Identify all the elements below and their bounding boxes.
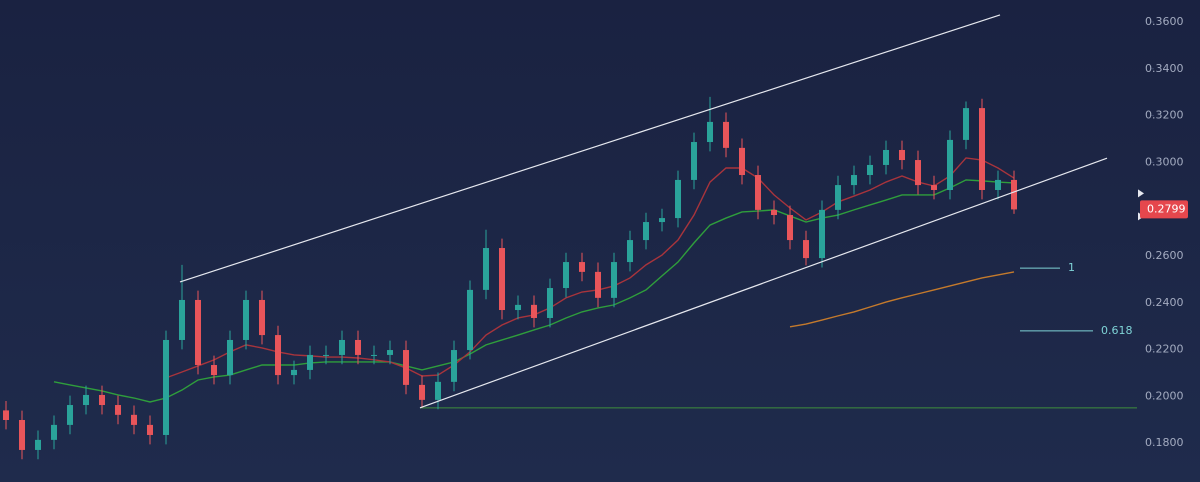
- candle-body: [915, 160, 921, 186]
- candle-body: [515, 304, 521, 311]
- candle-body: [883, 149, 889, 165]
- candle-body: [931, 185, 937, 190]
- fib-label: 1: [1068, 261, 1075, 274]
- trendline: [179, 14, 1001, 283]
- candle-body: [851, 175, 857, 186]
- candle-body: [755, 175, 761, 210]
- candle-body: [51, 424, 57, 440]
- y-tick-label: 0.2600: [1145, 249, 1184, 262]
- candle-body: [227, 339, 233, 376]
- candle-body: [531, 304, 537, 318]
- candle-body: [179, 299, 185, 340]
- candle-body: [275, 335, 281, 376]
- candle-body: [3, 410, 9, 420]
- candle-body: [547, 288, 553, 318]
- candle-body: [467, 289, 473, 351]
- candle-body: [323, 354, 329, 356]
- candle-body: [675, 179, 681, 219]
- candle-body: [835, 185, 841, 210]
- candle-body: [355, 339, 361, 355]
- candle-body: [19, 419, 25, 450]
- y-tick-label: 0.1800: [1145, 436, 1184, 449]
- candle-body: [131, 414, 137, 425]
- candle-body: [435, 381, 441, 400]
- y-tick-label: 0.3200: [1145, 109, 1184, 122]
- candle-body: [595, 271, 601, 298]
- y-tick-label: 0.3600: [1145, 15, 1184, 28]
- candle-body: [67, 405, 73, 425]
- candle-body: [979, 108, 985, 190]
- candle-body: [803, 240, 809, 259]
- candle-body: [787, 215, 793, 241]
- candle-body: [83, 394, 89, 406]
- candle-body: [563, 262, 569, 289]
- candle-body: [723, 121, 729, 148]
- candle-body: [291, 369, 297, 376]
- candle-body: [643, 222, 649, 241]
- candle-body: [819, 209, 825, 259]
- candle-body: [739, 147, 745, 176]
- y-tick-label: 0.3400: [1145, 62, 1184, 75]
- candle-body: [611, 262, 617, 298]
- candle-body: [451, 350, 457, 382]
- candle-body: [99, 394, 105, 406]
- candle-body: [995, 179, 1001, 190]
- candle-body: [371, 354, 377, 356]
- y-tick-label: 0.2200: [1145, 343, 1184, 356]
- candle-body: [163, 339, 169, 435]
- candle-body: [259, 299, 265, 336]
- candle-body: [947, 139, 953, 190]
- moving-average: [789, 271, 1015, 328]
- candle-body: [627, 240, 633, 263]
- candle-body: [579, 262, 585, 272]
- price-tag: [1140, 200, 1188, 219]
- candle-body: [771, 209, 777, 216]
- candle-body: [419, 384, 425, 400]
- candle-body: [403, 350, 409, 385]
- candle-body: [1011, 179, 1017, 210]
- candle-body: [707, 121, 713, 143]
- candle-body: [899, 149, 905, 161]
- y-tick-label: 0.2000: [1145, 389, 1184, 402]
- candle-body: [963, 108, 969, 140]
- y-tick-label: 0.2400: [1145, 296, 1184, 309]
- price-marker: [1138, 189, 1144, 198]
- candle-body: [195, 299, 201, 366]
- candle-body: [307, 354, 313, 370]
- candle-body: [499, 248, 505, 311]
- trendline: [419, 157, 1108, 409]
- candle-body: [35, 439, 41, 450]
- candle-body: [691, 142, 697, 180]
- fib-label: 0.618: [1101, 324, 1133, 337]
- candle-body: [867, 164, 873, 176]
- candle-body: [243, 299, 249, 340]
- candle-body: [659, 218, 665, 223]
- candle-body: [211, 365, 217, 376]
- candle-body: [147, 424, 153, 435]
- candle-body: [339, 339, 345, 355]
- candle-body: [115, 405, 121, 415]
- candle-body: [483, 248, 489, 290]
- y-tick-label: 0.3000: [1145, 155, 1184, 168]
- candle-body: [387, 350, 393, 355]
- price-tag-label: 0.2799: [1147, 202, 1186, 215]
